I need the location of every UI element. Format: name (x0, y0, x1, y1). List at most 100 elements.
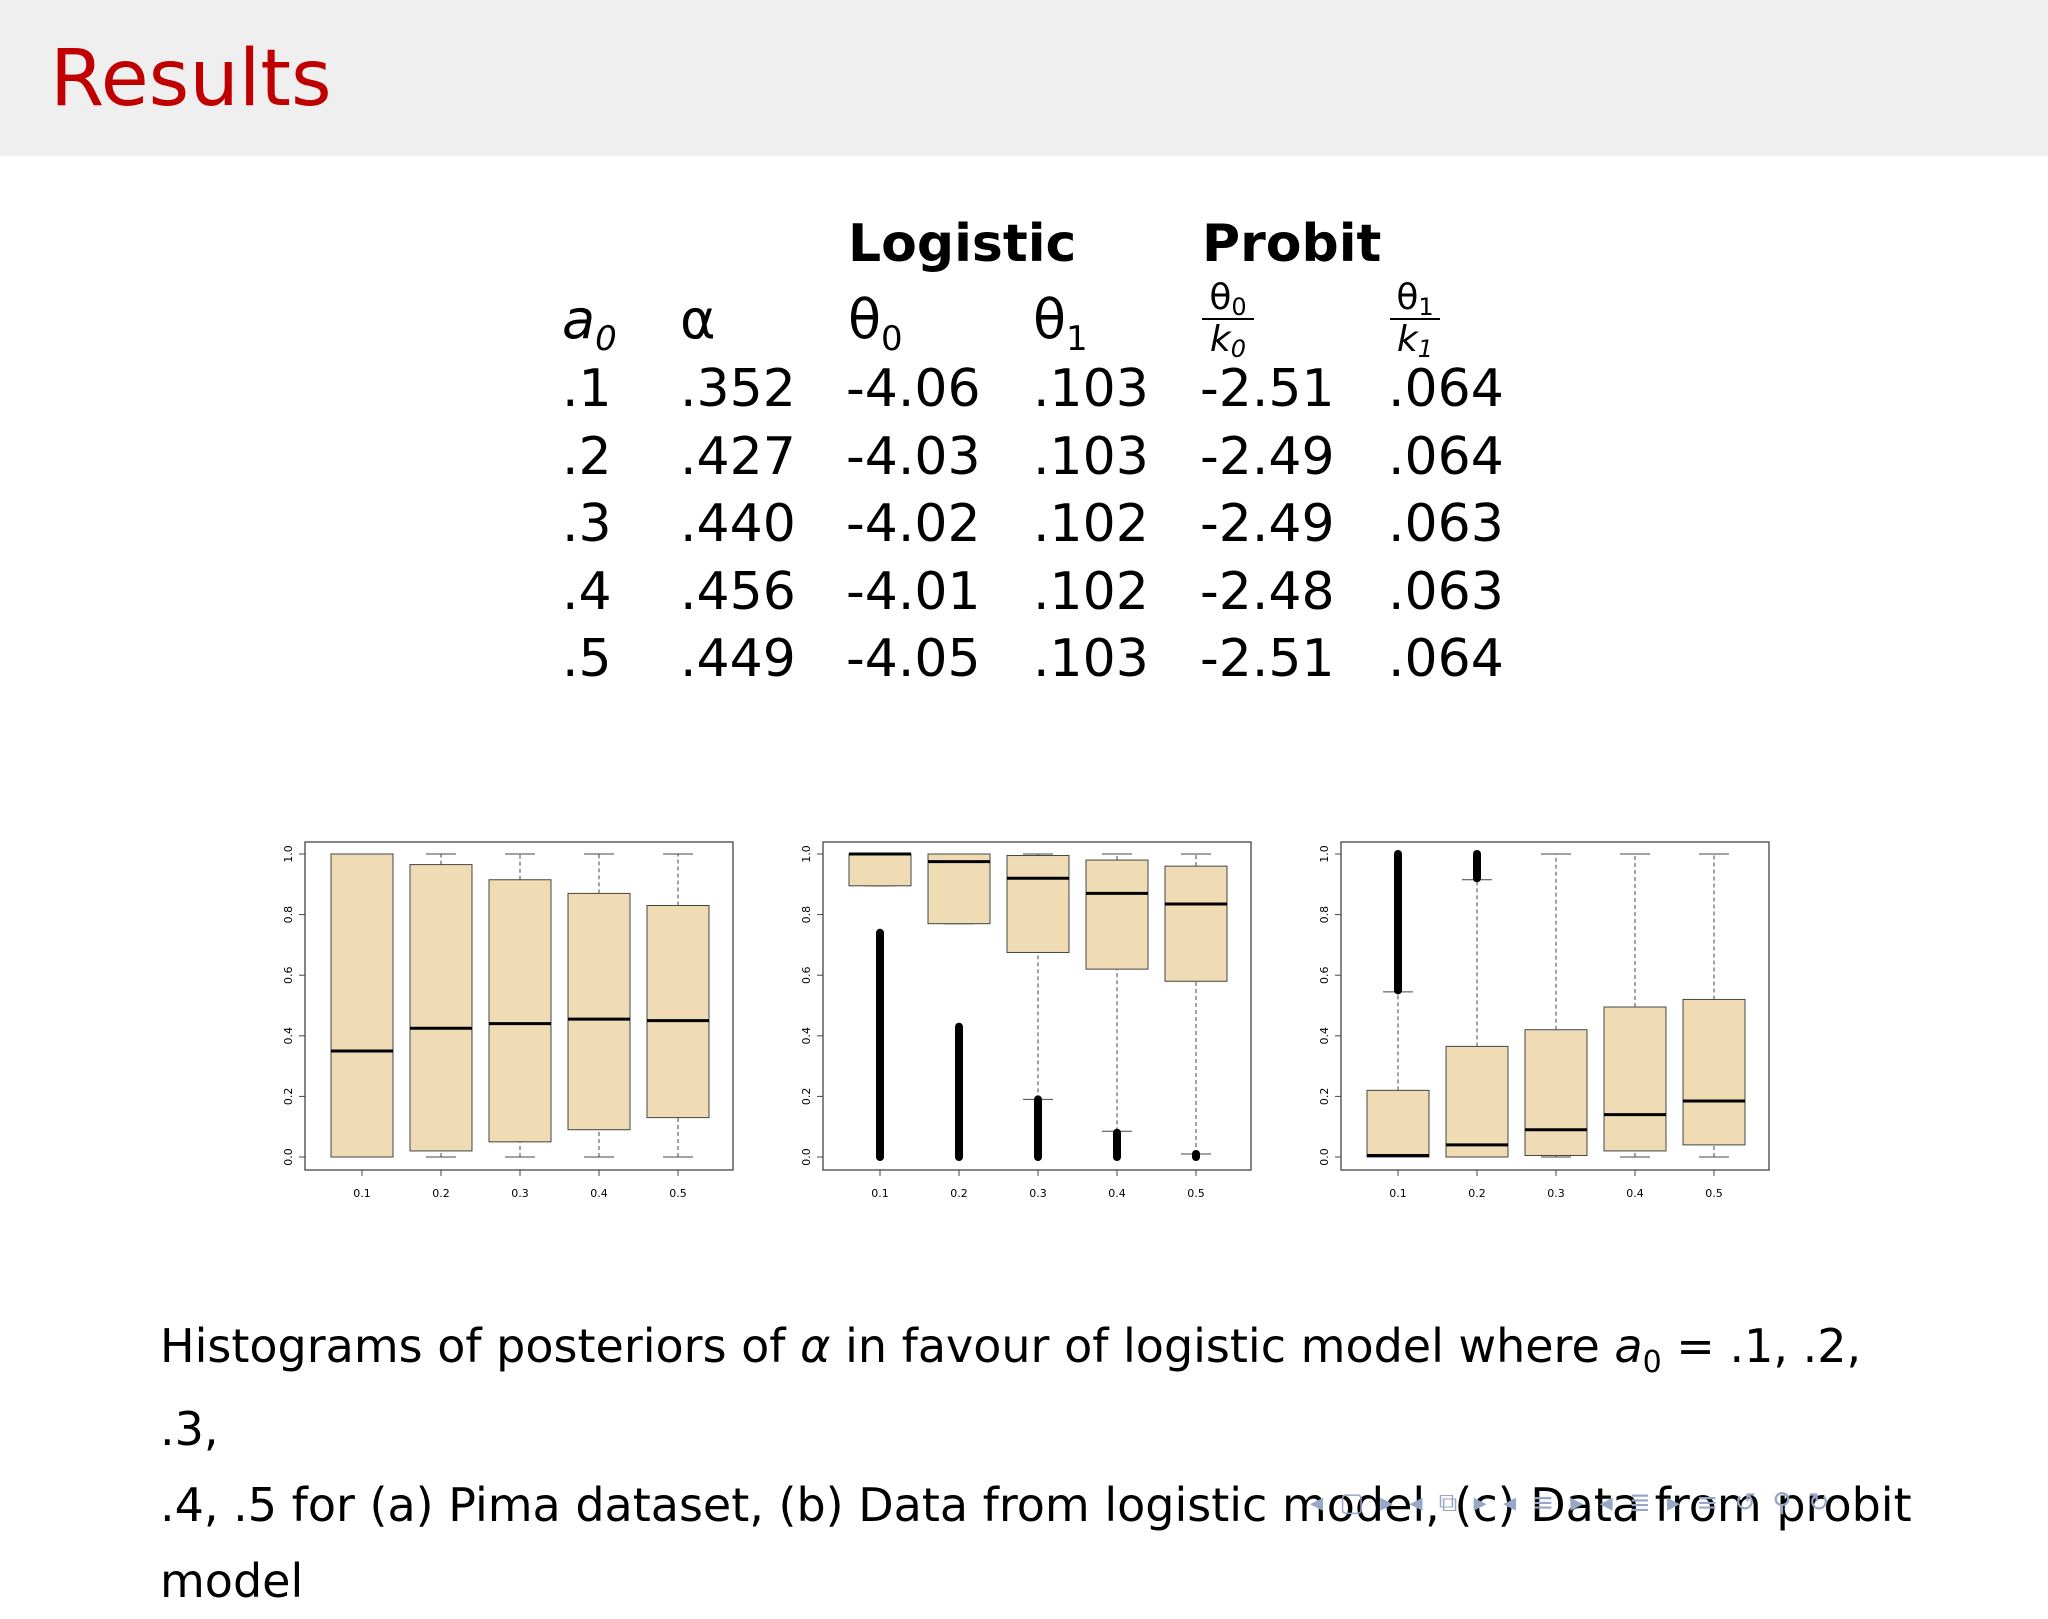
table-cell: -2.49 (1200, 426, 1335, 487)
x-tick-label: 0.5 (1705, 1187, 1723, 1200)
x-tick-label: 0.2 (1468, 1187, 1486, 1200)
x-tick-label: 0.1 (353, 1187, 371, 1200)
box-0.5 (1164, 853, 1228, 1155)
iqr-box (1603, 1006, 1667, 1152)
iqr-box (1085, 859, 1149, 970)
table-cell: .103 (1033, 426, 1149, 487)
x-tick-label: 0.2 (950, 1187, 968, 1200)
y-tick-label: 0.6 (800, 966, 813, 984)
table-cell: .4 (562, 561, 612, 622)
nav-doc-icon[interactable]: ◂ ≣ ▸ (1599, 1488, 1685, 1518)
box-0.5 (646, 853, 710, 1158)
box-0.2 (1445, 879, 1509, 1158)
plot-frame (1340, 841, 1770, 1171)
nav-search-icon[interactable]: ↺ ⚲ ↻ (1734, 1488, 1834, 1518)
table-cell: .103 (1033, 359, 1149, 419)
boxplot-pima: 0.0 0.2 0.4 0.6 0.8 1.0 0.1 0.2 0.3 0.4 0.5 (282, 841, 734, 1200)
col-alpha-header: α (680, 288, 716, 351)
iqr-box (646, 905, 710, 1119)
x-tick-label: 0.3 (1547, 1187, 1565, 1200)
col-probit-theta0-k0-header: θ0 k0 (1202, 280, 1254, 361)
table-cell: -4.01 (846, 561, 981, 622)
box-0.5 (1682, 853, 1746, 1158)
nav-section-icon[interactable]: ◂ ≡ ▸ (1502, 1488, 1588, 1518)
y-tick-label: 0.2 (282, 1088, 295, 1106)
iqr-box (1366, 1089, 1430, 1158)
box-0.1 (330, 853, 394, 1158)
y-tick-label: 0.0 (800, 1148, 813, 1166)
boxplot-probit-data: 0.0 0.2 0.4 0.6 0.8 1.0 0.1 0.2 0.3 0.4 0.5 (1318, 841, 1770, 1200)
caption-line-2: .4, .5 for (a) Pima dataset, (b) Data fr… (160, 1478, 1912, 1532)
iqr-box (1164, 865, 1228, 982)
table-cell: .064 (1388, 426, 1504, 487)
iqr-box (567, 892, 631, 1131)
nav-align-icon[interactable]: ≡ (1696, 1488, 1723, 1518)
y-tick-label: 0.0 (282, 1148, 295, 1166)
table-cell: .440 (680, 494, 796, 554)
x-tick-label: 0.3 (511, 1187, 529, 1200)
table-cell: .2 (562, 426, 612, 487)
table-cell: .102 (1033, 561, 1149, 622)
table-cell: .064 (1388, 359, 1504, 419)
box-0.3 (1006, 853, 1070, 1100)
x-tick-label: 0.4 (1108, 1187, 1126, 1200)
plot-frame (304, 841, 734, 1171)
iqr-box (848, 853, 912, 887)
slide-header: Results (0, 0, 2048, 156)
iqr-box (409, 864, 473, 1152)
y-tick-label: 0.4 (1318, 1027, 1331, 1045)
box-0.1 (1366, 991, 1430, 1158)
slide-title: Results (50, 34, 332, 124)
nav-subsection-icon[interactable]: ◂ ⧉ ▸ (1409, 1488, 1491, 1518)
col-a0-header: a0 (562, 288, 617, 359)
col-theta0-header: θ0 (848, 288, 903, 359)
x-tick-label: 0.4 (590, 1187, 608, 1200)
y-tick-label: 1.0 (282, 845, 295, 863)
iqr-box (1682, 998, 1746, 1146)
y-tick-label: 0.2 (1318, 1088, 1331, 1106)
iqr-box (1524, 1029, 1588, 1156)
table-cell: .449 (680, 629, 796, 689)
y-tick-label: 0.8 (282, 906, 295, 924)
x-tick-label: 0.2 (432, 1187, 450, 1200)
x-tick-label: 0.3 (1029, 1187, 1047, 1200)
table-cell: .1 (562, 359, 612, 419)
table-cell: .063 (1388, 494, 1504, 554)
table-cell: -2.48 (1200, 561, 1335, 622)
y-tick-label: 0.4 (282, 1027, 295, 1045)
y-tick-label: 0.4 (800, 1027, 813, 1045)
table-cell: -2.51 (1200, 629, 1335, 689)
y-tick-label: 1.0 (1318, 845, 1331, 863)
x-tick-label: 0.5 (669, 1187, 687, 1200)
x-tick-label: 0.4 (1626, 1187, 1644, 1200)
table-cell: .352 (680, 359, 796, 419)
iqr-box (927, 853, 991, 925)
table-cell: -4.05 (846, 629, 981, 689)
boxplot-logistic-data: 0.0 0.2 0.4 0.6 0.8 1.0 0.1 0.2 0.3 0.4 0.5 (800, 841, 1252, 1200)
nav-frame-icon[interactable]: ◂ ▢ ▸ (1310, 1488, 1398, 1518)
boxplot-figures: 0.0 0.2 0.4 0.6 0.8 1.0 0.1 0.2 0.3 0.4 0.5 0.0 0.2… (270, 830, 1790, 1210)
plot-frame (822, 841, 1252, 1171)
y-tick-label: 1.0 (800, 845, 813, 863)
iqr-box (488, 879, 552, 1143)
table-cell: -4.02 (846, 494, 981, 554)
logistic-header: Logistic (848, 214, 1077, 274)
box-0.3 (1524, 853, 1588, 1158)
beamer-navigation-bar: ◂ ▢ ▸ ◂ ⧉ ▸ ◂ ≡ ▸ ◂ ≣ ▸ ≡ ↺ ⚲ ↻ (1310, 1488, 2030, 1522)
y-tick-label: 0.2 (800, 1088, 813, 1106)
box-0.4 (1085, 853, 1149, 1132)
y-tick-label: 0.6 (282, 966, 295, 984)
x-tick-label: 0.5 (1187, 1187, 1205, 1200)
iqr-box (330, 853, 394, 1158)
box-0.2 (409, 853, 473, 1158)
table-cell: .5 (562, 629, 612, 689)
box-0.4 (1603, 853, 1667, 1158)
iqr-box (1445, 1045, 1509, 1158)
figure-caption: Histograms of posteriors of α in favour … (160, 1308, 1920, 1619)
col-probit-theta1-k1-header: θ1 k1 (1390, 280, 1440, 361)
caption-line-1: Histograms of posteriors of α in favour … (160, 1319, 1862, 1456)
table-cell: .456 (680, 561, 796, 622)
table-cell: -4.06 (846, 359, 981, 419)
box-0.1 (848, 852, 912, 887)
table-cell: .427 (680, 426, 796, 487)
